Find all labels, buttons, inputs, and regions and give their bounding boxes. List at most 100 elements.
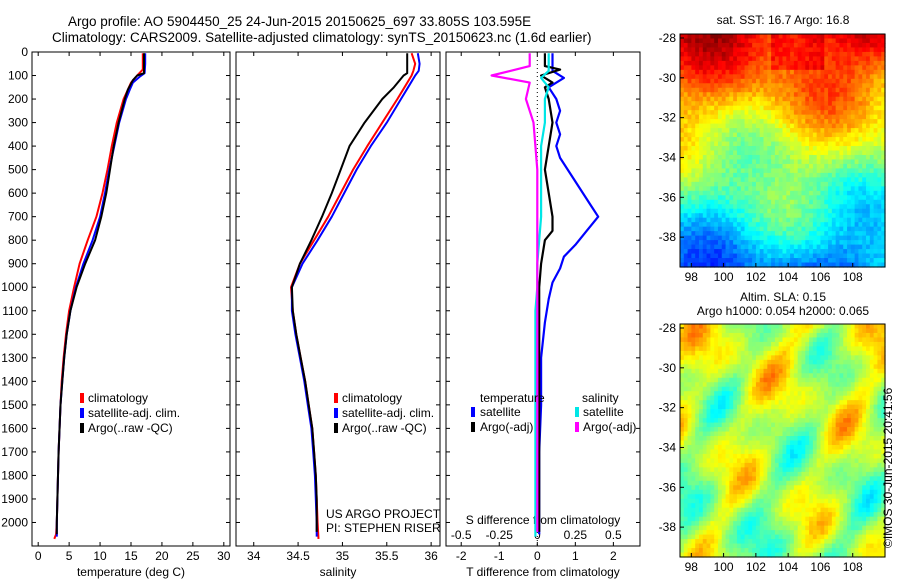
sst-map-heatmap-cell [812, 240, 818, 246]
sst-map-heatmap-cell [748, 128, 753, 134]
sla-map-heatmap-cell [854, 404, 860, 410]
sst-map-heatmap-cell [687, 60, 692, 66]
sla-map-heatmap-cell [881, 431, 886, 437]
sst-map-heatmap-cell [816, 262, 822, 268]
sla-map-heatmap-cell [869, 449, 875, 455]
sla-map-heatmap-cell [805, 400, 810, 406]
sst-map-heatmap-cell [812, 258, 818, 264]
sst-map-heatmap-cell [831, 258, 837, 264]
sla-map-heatmap-cell [793, 368, 799, 374]
sst-map-heatmap-cell [759, 47, 765, 53]
sla-map-heatmap-cell [748, 476, 753, 482]
sla-map-heatmap-cell [725, 382, 730, 388]
sla-map-heatmap-cell [831, 427, 837, 433]
sst-map-heatmap-cell [774, 56, 780, 62]
sst-map-heatmap-cell [809, 226, 814, 232]
sst-map-heatmap-cell [828, 213, 833, 219]
sla-map-heatmap-cell [706, 458, 711, 464]
sst-map-heatmap-cell [801, 240, 806, 246]
sst-map-heatmap-cell [706, 186, 711, 192]
sla-map-heatmap-cell [790, 400, 795, 406]
sla-map-heatmap-cell [687, 453, 692, 460]
sla-map-heatmap-cell [710, 436, 715, 442]
sla-map-heatmap-cell [725, 444, 730, 451]
sla-map-heatmap-cell [710, 476, 715, 482]
sst-map-heatmap-cell [755, 226, 761, 232]
sst-map-heatmap-cell [774, 119, 780, 125]
sla-map-heatmap-cell [877, 377, 882, 383]
sla-map-heatmap-cell [847, 364, 852, 370]
sla-map-heatmap-cell [839, 328, 844, 334]
sst-map-heatmap-cell [725, 177, 730, 183]
sst-map-heatmap-cell [820, 240, 825, 246]
sst-map-heatmap-cell [755, 132, 761, 138]
sst-map-heatmap-cell [740, 56, 746, 62]
sla-map-heatmap-cell [691, 400, 696, 406]
sst-map-heatmap-cell [782, 105, 787, 111]
sst-map-heatmap-cell [755, 56, 761, 62]
sst-map-heatmap-cell [755, 74, 761, 80]
sst-map-heatmap-cell [881, 128, 886, 134]
sla-map-heatmap-cell [809, 418, 814, 424]
sst-map-heatmap-cell [698, 213, 704, 219]
sla-map-heatmap-cell [858, 391, 863, 397]
sst-map-heatmap-cell [790, 213, 795, 219]
sst-map-heatmap-cell [805, 159, 810, 165]
sst-map-heatmap-cell [793, 47, 799, 53]
sst-map-heatmap-cell [759, 119, 765, 125]
sst-map-heatmap-cell [695, 240, 700, 246]
sla-map-heatmap-cell [877, 476, 882, 482]
sla-map-heatmap-cell [820, 364, 825, 370]
sla-map-heatmap-cell [877, 328, 882, 334]
sst-map-heatmap-cell [687, 262, 692, 268]
sla-map-heatmap-cell [877, 324, 882, 330]
sla-map-heatmap-cell [786, 382, 791, 388]
sst-map-heatmap-cell [774, 96, 780, 102]
sst-map-heatmap-cell [759, 69, 765, 75]
sla-map-heatmap-cell [736, 436, 742, 442]
sla-map-heatmap-cell [687, 368, 692, 374]
sst-map-heatmap-cell [702, 186, 708, 192]
sla-map-heatmap-cell [869, 440, 875, 446]
sst-map-heatmap-cell [714, 92, 719, 98]
sla-map-heatmap-cell [691, 444, 696, 451]
sst-map-heatmap-cell [725, 190, 730, 196]
sst-map-heatmap-cell [752, 65, 757, 71]
sla-map-heatmap-cell [721, 431, 727, 437]
sla-map-heatmap-cell [881, 373, 886, 379]
sst-map-heatmap-cell [725, 231, 730, 237]
sla-map-heatmap-cell [843, 431, 848, 437]
sst-map-heatmap-cell [755, 235, 761, 241]
sst-map-heatmap-cell [873, 177, 879, 183]
sst-map-heatmap-cell [881, 119, 886, 125]
sla-map-heatmap-cell [740, 467, 746, 473]
sla-map-heatmap-cell [680, 346, 685, 352]
sst-map-heatmap-cell [816, 222, 822, 228]
sst-map-heatmap-cell [729, 244, 734, 250]
sst-map-heatmap-cell [873, 74, 879, 80]
sst-map-heatmap-cell [702, 110, 708, 116]
sla-map-heatmap-cell [782, 382, 787, 388]
sst-map-heatmap-cell [809, 253, 814, 259]
sst-map-heatmap-cell [710, 204, 715, 210]
sla-map-heatmap-cell [854, 350, 860, 356]
sla-map-heatmap-cell [778, 324, 784, 330]
sst-map-heatmap-cell [824, 42, 829, 49]
sla-map-heatmap-cell [710, 377, 715, 383]
sst-map-heatmap-cell [816, 213, 822, 219]
sla-map-heatmap-cell [847, 359, 852, 365]
sst-map-heatmap-cell [824, 154, 829, 161]
sla-map-heatmap-cell [706, 341, 711, 347]
sla-map-heatmap-cell [778, 453, 784, 460]
sst-map-heatmap-cell [752, 204, 757, 210]
sst-map-heatmap-cell [801, 208, 806, 214]
sst-map-heatmap-cell [695, 141, 700, 147]
sla-map-heatmap-cell [828, 382, 833, 388]
sla-map-heatmap-cell [717, 431, 723, 437]
sla-map-heatmap-cell [710, 337, 715, 343]
sla-map-heatmap-cell [801, 382, 806, 388]
sst-map-heatmap-cell [850, 195, 856, 201]
sst-map-heatmap-cell [698, 204, 704, 210]
sst-map-heatmap-cell [881, 105, 886, 111]
sst-map-heatmap-cell [748, 38, 753, 44]
